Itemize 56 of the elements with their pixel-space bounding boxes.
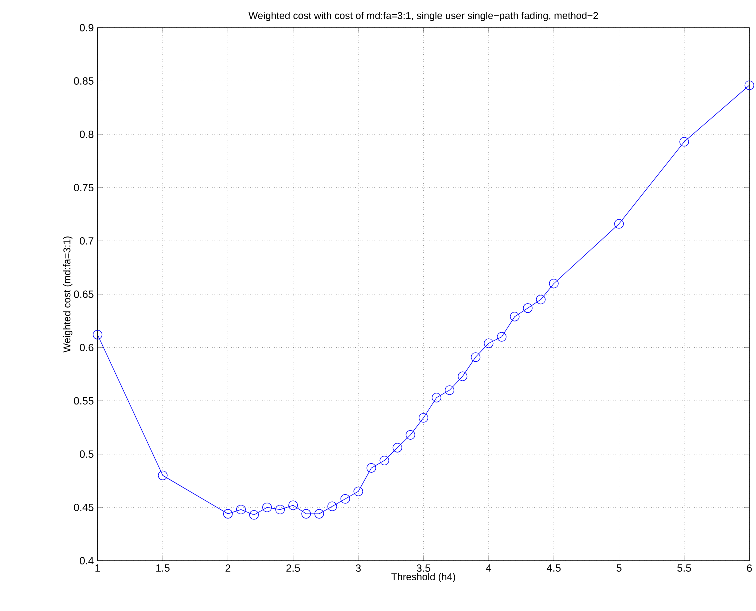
point xyxy=(380,456,390,466)
x-tick-label: 6 xyxy=(747,564,752,572)
y-tick-label: 0.7 xyxy=(80,238,94,245)
point xyxy=(484,338,494,348)
point xyxy=(497,332,507,342)
y-tick-label: 0.6 xyxy=(80,344,94,352)
point xyxy=(340,494,350,504)
x-tick-label: 1.5 xyxy=(156,564,170,572)
y-tick-label: 0.9 xyxy=(80,24,94,32)
y-axis-title: Weighted cost (md:fa=3:1) xyxy=(63,236,73,353)
point xyxy=(406,430,416,440)
point xyxy=(354,486,364,497)
point xyxy=(223,509,233,519)
x-tick-label: 2 xyxy=(226,564,231,572)
point xyxy=(158,470,168,481)
point xyxy=(262,502,272,513)
y-tick-label: 0.45 xyxy=(74,504,94,512)
point xyxy=(418,413,429,423)
point xyxy=(366,463,376,474)
x-tick-label: 3.5 xyxy=(416,564,431,572)
y-tick-label: 0.5 xyxy=(80,450,94,458)
point xyxy=(432,393,442,403)
y-tick-label: 0.75 xyxy=(74,184,94,192)
point xyxy=(392,443,402,453)
point xyxy=(302,509,312,519)
point xyxy=(471,352,481,362)
point xyxy=(93,330,103,340)
point xyxy=(614,219,624,229)
y-tick-label: 0.8 xyxy=(80,130,94,138)
x-tick-label: 1 xyxy=(96,564,100,572)
point xyxy=(445,386,455,396)
x-tick-label: 2.5 xyxy=(286,564,300,572)
point xyxy=(328,502,338,512)
x-tick-label: 5 xyxy=(616,564,622,572)
point xyxy=(744,80,754,90)
point xyxy=(680,137,690,147)
x-tick-label: 4.5 xyxy=(547,564,561,572)
x-tick-label: 5.5 xyxy=(678,564,692,572)
chart-title: Weighted cost with cost of md:fa=3:1, single user single−path fading, method−2 xyxy=(248,12,598,22)
y-tick-label: 0.65 xyxy=(74,290,94,298)
y-tick-label: 0.85 xyxy=(74,78,94,86)
point xyxy=(276,505,286,515)
x-tick-label: 3 xyxy=(356,564,361,572)
point xyxy=(236,505,246,515)
point xyxy=(314,509,324,519)
y-tick-label: 0.55 xyxy=(74,397,94,405)
point xyxy=(458,372,468,382)
point xyxy=(536,295,546,305)
point xyxy=(523,304,533,314)
point xyxy=(510,312,520,322)
point xyxy=(549,279,559,289)
x-tick-label: 4 xyxy=(486,564,492,572)
x-axis-title: Threshold (h4) xyxy=(392,573,456,583)
y-tick-label: 0.4 xyxy=(80,557,94,565)
point xyxy=(249,510,260,520)
point xyxy=(288,500,298,510)
